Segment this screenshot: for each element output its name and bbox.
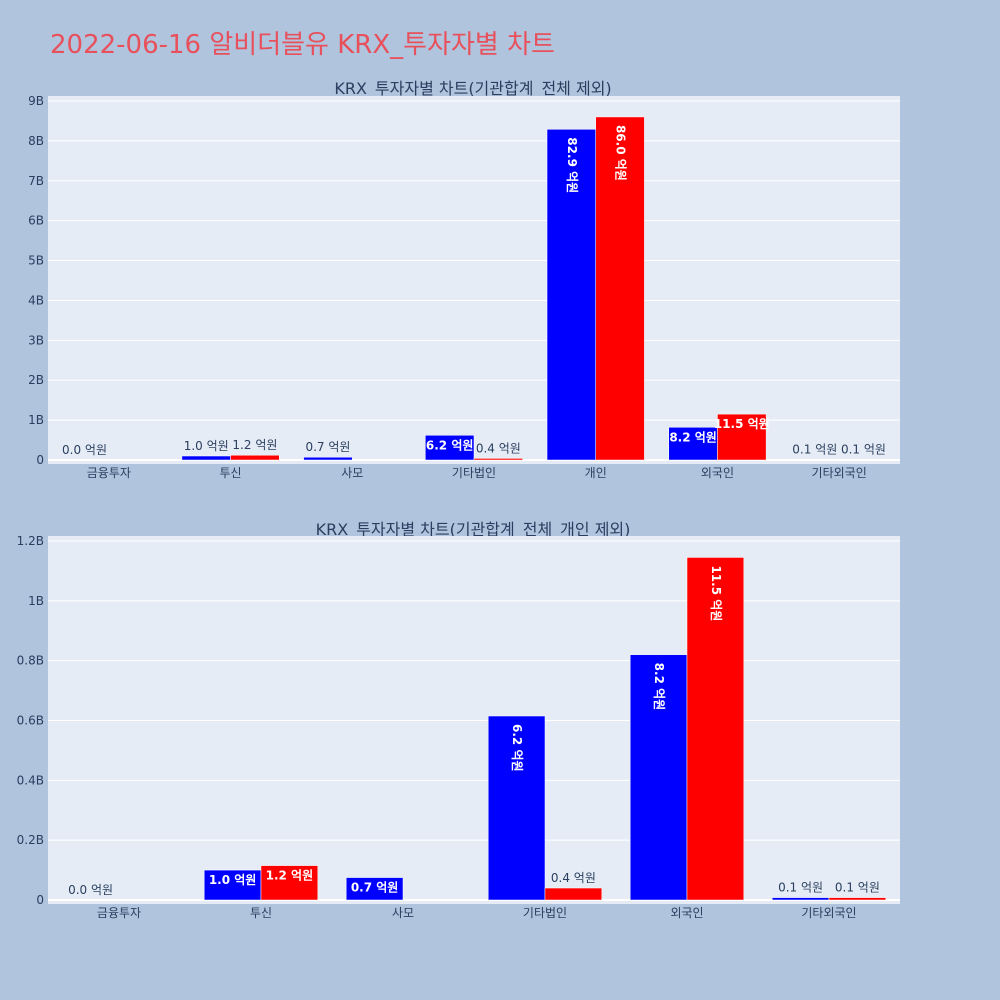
y-tick-label: 5B <box>28 254 44 268</box>
x-tick-label: 사모 <box>392 906 414 920</box>
bar <box>686 557 745 901</box>
data-label: 11.5 억원 <box>709 565 723 621</box>
y-tick-label: 0.2B <box>17 833 44 847</box>
data-label: 0.7 억원 <box>351 881 399 895</box>
bar <box>771 897 830 901</box>
x-tick-label: 기타외국인 <box>801 906 856 920</box>
data-label: 1.0 억원 <box>209 873 257 887</box>
bar <box>425 435 475 461</box>
data-label: 11.5 억원 <box>714 417 770 431</box>
y-tick-label: 4B <box>28 293 44 307</box>
data-label: 0.4 억원 <box>551 871 596 885</box>
x-tick-label: 기타외국인 <box>812 466 867 480</box>
bar <box>487 715 546 901</box>
data-label: 0.1 억원 <box>841 443 886 457</box>
x-tick-label: 외국인 <box>701 466 734 480</box>
y-tick-label: 3B <box>28 333 44 347</box>
x-tick-label: 기타법인 <box>452 466 496 480</box>
bar <box>181 455 231 461</box>
y-tick-label: 1.2B <box>17 534 44 548</box>
bar <box>473 458 523 461</box>
y-tick-label: 8B <box>28 134 44 148</box>
data-label: 8.2 억원 <box>669 430 717 444</box>
data-label: 86.0 억원 <box>614 125 628 181</box>
data-label: 6.2 억원 <box>426 438 474 452</box>
x-tick-label: 외국인 <box>670 906 703 920</box>
page-title: 2022-06-16 알비더블유 KRX_투자자별 차트 <box>50 30 555 60</box>
x-tick-label: 금융투자 <box>87 466 131 480</box>
y-tick-label: 7B <box>28 174 44 188</box>
bar <box>260 865 319 901</box>
x-tick-label: 기타법인 <box>523 906 567 920</box>
y-tick-label: 6B <box>28 214 44 228</box>
data-label: 1.0 억원 <box>184 439 229 453</box>
y-tick-label: 0.6B <box>17 714 44 728</box>
bar <box>303 456 353 461</box>
x-tick-label: 투신 <box>220 466 242 480</box>
bar <box>230 454 280 461</box>
bar <box>717 413 767 461</box>
data-label: 0.0 억원 <box>68 883 113 897</box>
bar <box>668 427 718 461</box>
x-tick-label: 개인 <box>585 466 607 480</box>
data-label: 82.9 억원 <box>565 137 579 193</box>
data-label: 0.1 억원 <box>835 881 880 895</box>
y-tick-label: 1B <box>28 413 44 427</box>
bar <box>544 887 603 901</box>
bar <box>546 129 596 461</box>
bar <box>629 654 688 901</box>
x-tick-label: 투신 <box>250 906 272 920</box>
chart-2-title: KRX_투자자별 차트(기관합계_전체_개인 제외) <box>316 520 631 540</box>
y-tick-label: 2B <box>28 373 44 387</box>
x-tick-label: 금융투자 <box>97 906 141 920</box>
data-label: 6.2 억원 <box>510 724 524 772</box>
data-label: 0.7 억원 <box>305 440 350 454</box>
data-label: 1.2 억원 <box>266 869 314 883</box>
y-tick-label: 9B <box>28 94 44 108</box>
data-label: 1.2 억원 <box>232 438 277 452</box>
data-label: 0.1 억원 <box>792 443 837 457</box>
data-label: 0.1 억원 <box>778 881 823 895</box>
bar <box>203 869 262 901</box>
y-tick-label: 0 <box>36 453 44 467</box>
data-label: 0.0 억원 <box>62 443 107 457</box>
bar <box>828 897 887 901</box>
y-tick-label: 0.4B <box>17 773 44 787</box>
y-tick-label: 1B <box>28 594 44 608</box>
y-tick-label: 0.8B <box>17 654 44 668</box>
data-label: 0.4 억원 <box>476 441 521 455</box>
y-tick-label: 0 <box>36 893 44 907</box>
data-label: 8.2 억원 <box>652 663 666 711</box>
bar <box>595 116 645 461</box>
plot-area <box>48 96 900 464</box>
chart-1-title: KRX_투자자별 차트(기관합계_전체 제외) <box>334 79 611 99</box>
bar <box>345 877 404 901</box>
x-tick-label: 사모 <box>341 466 363 480</box>
